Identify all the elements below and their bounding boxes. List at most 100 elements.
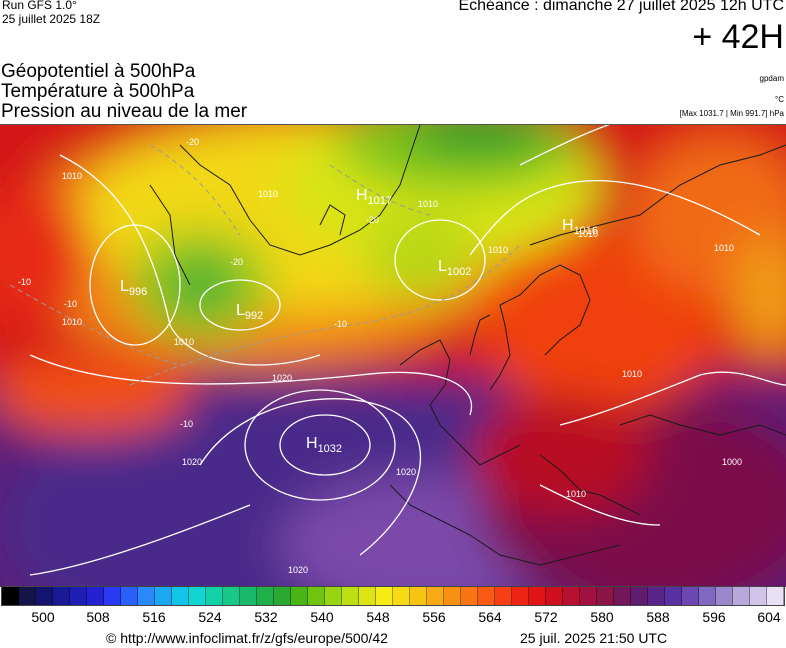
geopotential-field (0, 125, 786, 587)
color-swatch (495, 587, 512, 605)
color-swatch (87, 587, 104, 605)
isotherm-label: -10 (64, 299, 77, 309)
isotherm-label: -10 (180, 419, 193, 429)
color-swatch (308, 587, 325, 605)
color-swatch (240, 587, 257, 605)
isobar-label: 1010 (488, 245, 508, 255)
isobar-label: 1020 (288, 565, 308, 575)
isobar-label: 1010 (174, 337, 194, 347)
color-swatch (53, 587, 70, 605)
forecast-lead-time: + 42H (692, 18, 784, 56)
isobar-labels: 1010 1010 1010 1010 1010 1010 1020 1020 … (62, 171, 742, 575)
color-swatch (291, 587, 308, 605)
high-center-label: H1032 (306, 435, 342, 455)
color-swatch (36, 587, 53, 605)
scale-tick: 532 (254, 609, 278, 625)
isobar-label: 1010 (258, 189, 278, 199)
isobar-label: 1010 (62, 317, 82, 327)
scale-tick: 508 (86, 609, 110, 625)
scale-tick: 524 (198, 609, 222, 625)
scale-tick: 516 (142, 609, 166, 625)
color-swatch (631, 587, 648, 605)
color-swatch (665, 587, 682, 605)
scale-tick: 580 (590, 609, 614, 625)
color-swatch (104, 587, 121, 605)
color-swatch (410, 587, 427, 605)
color-swatch (376, 587, 393, 605)
color-swatch (478, 587, 495, 605)
generation-timestamp: 25 juil. 2025 21:50 UTC (520, 630, 668, 646)
low-center-label: L992 (236, 302, 263, 322)
color-swatch (563, 587, 580, 605)
isotherm-label: -20 (186, 137, 199, 147)
isotherm-label: -10 (334, 319, 347, 329)
color-swatch (19, 587, 36, 605)
color-swatch (172, 587, 189, 605)
isobar-label: 1010 (566, 489, 586, 499)
coastlines (149, 125, 786, 566)
isobar-label: 1000 (722, 457, 742, 467)
isotherm-label: -20 (230, 257, 243, 267)
title-temperature: Température à 500hPa (1, 81, 195, 102)
isobar-label: 1010 (714, 243, 734, 253)
color-swatch (716, 587, 733, 605)
color-swatch (155, 587, 172, 605)
scale-tick: 588 (646, 609, 670, 625)
color-swatch (750, 587, 767, 605)
color-swatch (206, 587, 223, 605)
color-swatch (274, 587, 291, 605)
scale-ticks: 500 508 516 524 532 540 548 556 564 572 … (0, 609, 786, 627)
color-swatch (138, 587, 155, 605)
forecast-valid-time: Echéance : dimanche 27 juillet 2025 12h … (458, 0, 784, 14)
color-swatch (546, 587, 563, 605)
isobar-label: 1010 (62, 171, 82, 181)
scale-tick: 500 (31, 609, 55, 625)
isobar-label: 1010 (418, 199, 438, 209)
scale-tick: 556 (422, 609, 446, 625)
color-swatch (580, 587, 597, 605)
isobar-label: 1010 (578, 229, 598, 239)
scale-tick: 596 (702, 609, 726, 625)
color-swatch (648, 587, 665, 605)
isobar-label: 1020 (182, 457, 202, 467)
unit-geopotential: gpdam (759, 74, 784, 83)
isobar-label: 1020 (396, 467, 416, 477)
color-swatch (529, 587, 546, 605)
scale-tick: 564 (478, 609, 502, 625)
color-swatch (733, 587, 750, 605)
color-swatch (461, 587, 478, 605)
run-label: Run GFS 1.0° (2, 0, 77, 12)
color-swatch (257, 587, 274, 605)
scale-tick: 572 (534, 609, 558, 625)
color-swatch (512, 587, 529, 605)
source-url: © http://www.infoclimat.fr/z/gfs/europe/… (106, 630, 388, 646)
weather-map: H1032 H1017 H1016 L996 L992 L1002 1010 1… (0, 124, 786, 587)
color-swatch (444, 587, 461, 605)
low-center-label: L1002 (438, 258, 471, 278)
color-swatch (767, 587, 784, 605)
color-swatch (597, 587, 614, 605)
isobar-label: 1010 (622, 369, 642, 379)
isobars (29, 125, 786, 576)
color-swatch (121, 587, 138, 605)
color-swatch (614, 587, 631, 605)
color-swatch (699, 587, 716, 605)
title-pressure: Pression au niveau de la mer (1, 101, 248, 122)
color-swatch (427, 587, 444, 605)
isotherms (9, 144, 521, 386)
pressure-range: [Max 1031.7 | Min 991.7] hPa (679, 109, 784, 118)
color-scale (1, 586, 785, 606)
scale-tick: 604 (757, 609, 781, 625)
scale-tick: 540 (310, 609, 334, 625)
isotherm-label: -20 (366, 215, 379, 225)
isotherm-label: -10 (18, 277, 31, 287)
run-date: 25 juillet 2025 18Z (2, 12, 101, 26)
high-center-label: H1016 (562, 217, 598, 237)
color-swatch (682, 587, 699, 605)
color-swatch (342, 587, 359, 605)
color-swatch (70, 587, 87, 605)
color-swatch (393, 587, 410, 605)
color-swatch (223, 587, 240, 605)
color-swatch (359, 587, 376, 605)
color-swatch (2, 587, 19, 605)
